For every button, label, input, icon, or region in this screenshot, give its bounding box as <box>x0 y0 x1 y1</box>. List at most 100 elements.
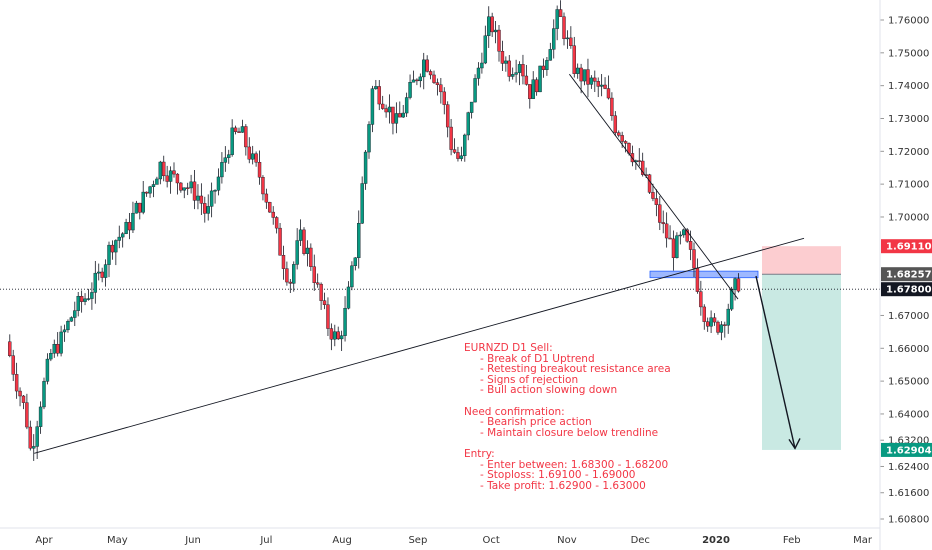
candle-body <box>610 97 614 117</box>
candle-body <box>497 29 501 52</box>
candle-body <box>380 103 385 109</box>
candle-body <box>504 60 508 64</box>
candle-body <box>555 9 559 29</box>
note-line: - Take profit: 1.62900 - 1.63000 <box>480 479 646 492</box>
candle-body <box>569 37 573 46</box>
note-line: - Retesting breakout resistance area <box>480 363 671 376</box>
candle-body <box>319 283 323 301</box>
candle-body <box>510 74 515 77</box>
price-axis[interactable]: 1.76000 1.75000 1.74000 1.73000 1.72000 1.710… <box>880 16 929 526</box>
candle-body <box>138 202 142 213</box>
candle-body <box>329 328 334 340</box>
y-tick-label: 1.76000 <box>888 16 929 27</box>
take-profit-zone[interactable] <box>762 274 841 450</box>
candle-body <box>257 162 262 178</box>
downtrend-line[interactable] <box>569 73 739 300</box>
uptrend-line[interactable] <box>34 237 805 454</box>
candle-body <box>45 358 50 382</box>
candle-body <box>21 395 26 403</box>
candle-body <box>647 174 652 193</box>
resistance-zone[interactable] <box>649 270 759 279</box>
note-line: - Break of D1 Uptrend <box>480 352 595 365</box>
candle-body <box>182 187 186 191</box>
candle-body <box>189 181 193 189</box>
candle-body <box>220 162 224 178</box>
candle-body <box>459 155 464 159</box>
candle-body <box>439 84 443 93</box>
candle-body <box>682 229 686 236</box>
candle-body <box>685 229 689 242</box>
y-tick-label: 1.73000 <box>888 114 929 125</box>
candle-body <box>148 186 152 194</box>
y-tick-label: 1.74000 <box>888 81 929 92</box>
x-tick-label: Aug <box>332 535 352 546</box>
candle-body <box>117 236 121 241</box>
candle-body <box>73 310 77 318</box>
candle-body <box>688 241 693 250</box>
projection-arrow[interactable] <box>755 275 796 449</box>
trade-zones <box>0 246 880 450</box>
candle-body <box>596 81 600 87</box>
candle-body <box>541 65 546 70</box>
price-tag-label: 1.62904 <box>886 445 932 456</box>
y-tick-label: 1.67000 <box>888 311 929 322</box>
candle-body <box>363 151 368 184</box>
candle-body <box>490 16 494 33</box>
x-tick-label: Oct <box>483 535 500 546</box>
candle-body <box>408 82 412 98</box>
candle-body <box>127 222 132 231</box>
candle-body <box>620 135 624 142</box>
candle-body <box>107 244 111 265</box>
candle-body <box>514 72 518 75</box>
candle-body <box>637 160 641 162</box>
candle-body <box>158 161 163 180</box>
candle-body <box>398 113 402 118</box>
candle-body <box>562 16 566 39</box>
candle-body <box>32 446 36 449</box>
candle-body <box>415 79 419 82</box>
price-tag-label: 1.67800 <box>886 285 932 296</box>
candle-body <box>411 79 416 83</box>
candle-body <box>699 291 703 308</box>
candle-body <box>302 229 306 254</box>
candle-body <box>199 195 204 204</box>
time-axis[interactable]: Apr May Jun Jul Aug Sep Oct Nov Dec 2020 Feb Mar <box>35 535 873 546</box>
candle-body <box>59 331 63 354</box>
candle-body <box>374 86 378 89</box>
candle-body <box>8 341 12 356</box>
candle-body <box>726 308 730 326</box>
candle-body <box>206 206 210 214</box>
price-tag <box>881 267 932 282</box>
x-tick-label: Jun <box>184 535 201 546</box>
arrow-head-icon <box>788 438 801 450</box>
candle-body <box>456 152 460 159</box>
note-line: - Bearish price action <box>480 416 592 429</box>
candle-body <box>165 175 169 182</box>
candle-body <box>473 78 477 103</box>
y-tick-label: 1.62400 <box>888 462 929 473</box>
candle-body <box>664 223 669 239</box>
candle-body <box>357 223 361 259</box>
candle-body <box>350 265 354 288</box>
candle-body <box>558 9 563 17</box>
candle-body <box>168 170 173 182</box>
note-line: - Bull action slowing down <box>480 384 618 397</box>
candle-body <box>705 321 710 327</box>
stop-loss-zone[interactable] <box>762 246 841 275</box>
candle-body <box>418 76 423 82</box>
candle-body <box>452 149 457 153</box>
candle-body <box>240 126 245 133</box>
y-tick-label: 1.60800 <box>888 515 929 526</box>
y-tick-label: 1.64000 <box>888 409 929 420</box>
candle-body <box>428 71 433 76</box>
candle-body <box>223 157 228 163</box>
candle-body <box>404 97 409 114</box>
note-line: Need confirmation: <box>464 405 565 418</box>
candle-body <box>18 390 22 397</box>
candle-body <box>315 282 320 285</box>
candle-body <box>589 77 594 85</box>
candle-body <box>425 59 429 72</box>
candle-body <box>288 281 293 284</box>
candle-body <box>66 321 70 331</box>
